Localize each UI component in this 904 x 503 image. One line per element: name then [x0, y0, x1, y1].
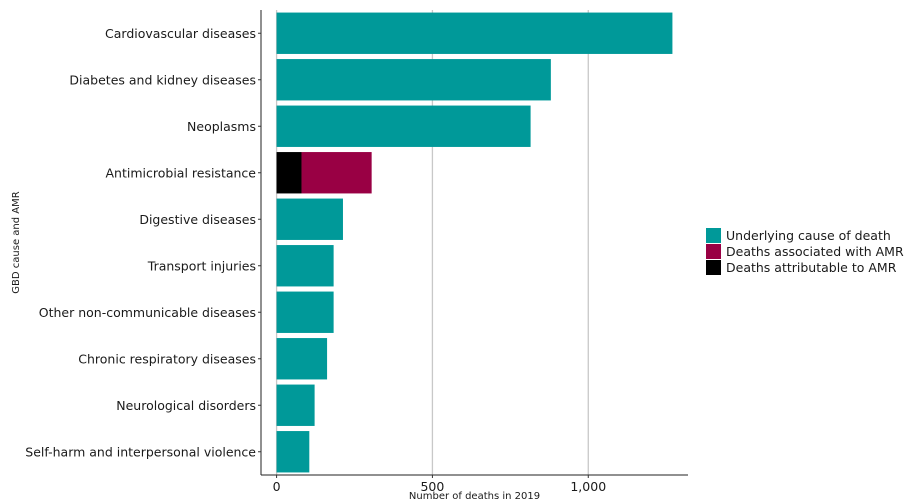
bar-8-series-2 — [276, 384, 315, 426]
legend-swatch-2 — [706, 260, 721, 275]
bar-9-series-2 — [276, 431, 310, 473]
x-tick-label: 0 — [273, 479, 281, 494]
category-label: Antimicrobial resistance — [106, 165, 257, 180]
category-label: Chronic respiratory diseases — [78, 351, 256, 366]
category-label: Cardiovascular diseases — [105, 26, 256, 41]
x-axis: 0 500 1,000 — [261, 474, 688, 494]
bar-7-series-2 — [276, 338, 328, 380]
x-tick-label: 500 — [420, 479, 444, 494]
bar-5-series-2 — [276, 245, 334, 287]
y-axis: Cardiovascular diseases Diabetes and kidn… — [25, 10, 262, 475]
x-tick-label: 1,000 — [570, 479, 606, 494]
bars — [276, 12, 673, 473]
bar-1-series-2 — [276, 59, 551, 101]
legend-swatch-1 — [706, 244, 721, 259]
legend-label-1: Deaths associated with AMR — [726, 244, 904, 259]
category-label: Digestive diseases — [139, 212, 256, 227]
x-axis-title: Number of deaths in 2019 — [409, 491, 540, 502]
category-label: Diabetes and kidney diseases — [69, 72, 256, 87]
category-label: Neurological disorders — [116, 398, 256, 413]
category-label: Neoplasms — [187, 119, 256, 134]
legend-swatch-0 — [706, 228, 721, 243]
category-label: Transport injuries — [147, 258, 256, 273]
legend-label-2: Deaths attributable to AMR — [726, 260, 897, 275]
bar-0-series-2 — [276, 12, 673, 54]
bar-2-series-2 — [276, 105, 531, 147]
category-label: Other non-communicable diseases — [39, 305, 256, 320]
bar-3-series-0 — [276, 152, 302, 194]
category-label: Self-harm and interpersonal violence — [25, 444, 256, 459]
bar-4-series-2 — [276, 198, 343, 240]
bar-6-series-2 — [276, 291, 334, 333]
y-axis-title: GBD cause and AMR — [11, 191, 22, 293]
legend-label-0: Underlying cause of death — [726, 228, 891, 243]
bar-3-series-1 — [301, 152, 372, 194]
